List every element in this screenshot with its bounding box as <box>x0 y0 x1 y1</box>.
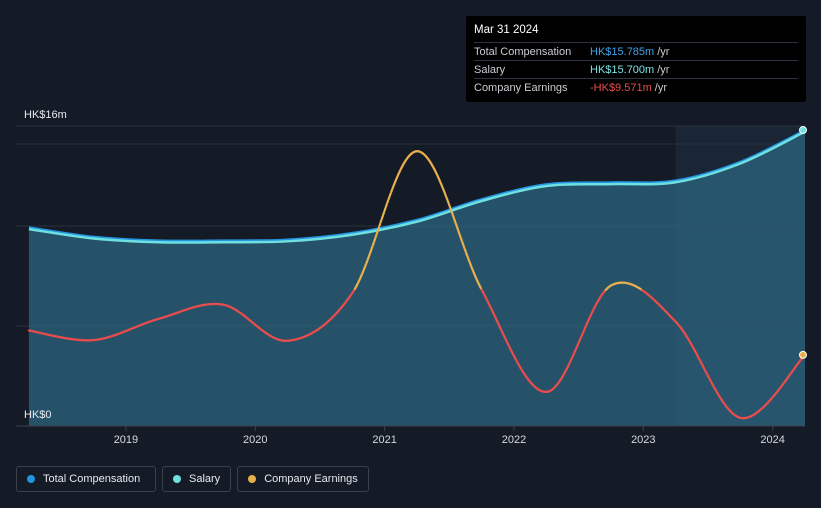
tooltip-unit: /yr <box>657 45 670 58</box>
salary-line[interactable] <box>28 130 806 244</box>
tooltip-value: HK$15.785m <box>590 45 655 58</box>
tooltip-row-salary: Salary HK$15.700m /yr <box>474 61 798 79</box>
legend: Total Compensation Salary Company Earnin… <box>16 466 369 492</box>
x-tick-label: 2024 <box>760 434 784 446</box>
tooltip-value: HK$15.700m <box>590 63 655 76</box>
tooltip-row-earnings: Company Earnings -HK$9.571m /yr <box>474 79 798 96</box>
legend-salary[interactable]: Salary <box>162 466 232 492</box>
tooltip-date: Mar 31 2024 <box>474 24 798 43</box>
legend-dot-icon <box>248 475 257 483</box>
end-markers <box>799 126 807 359</box>
company-earnings-line[interactable] <box>27 150 807 420</box>
x-tick-label: 2021 <box>372 434 396 446</box>
y-label-top: HK$16m <box>24 109 67 121</box>
tooltip: Mar 31 2024 Total Compensation HK$15.785… <box>466 16 806 102</box>
legend-company-earnings[interactable]: Company Earnings <box>237 466 369 492</box>
earnings-end-marker <box>799 350 807 359</box>
legend-dot-icon <box>27 475 35 483</box>
tooltip-label: Company Earnings <box>474 81 568 94</box>
x-tick-label: 2023 <box>631 434 655 446</box>
legend-label: Salary <box>189 473 221 485</box>
total-compensation-line[interactable] <box>28 129 806 242</box>
total-compensation-area <box>28 130 805 426</box>
legend-dot-icon <box>173 475 181 483</box>
salary-end-marker <box>799 126 807 135</box>
legend-total-compensation[interactable]: Total Compensation <box>16 466 156 492</box>
y-label-bottom: HK$0 <box>24 409 52 421</box>
legend-label: Total Compensation <box>43 473 141 485</box>
x-tick-label: 2020 <box>243 434 267 446</box>
tooltip-value: -HK$9.571m <box>590 81 652 94</box>
tooltip-unit: /yr <box>654 81 667 94</box>
x-tick-label: 2022 <box>502 434 526 446</box>
tooltip-label: Salary <box>474 63 506 76</box>
legend-label: Company Earnings <box>264 473 358 485</box>
tooltip-row-total: Total Compensation HK$15.785m /yr <box>474 43 798 61</box>
tooltip-unit: /yr <box>657 63 670 76</box>
x-tick-label: 2019 <box>114 434 138 446</box>
tooltip-label: Total Compensation <box>474 45 572 58</box>
x-tick-labels: 2019 2020 2021 2022 2023 2024 <box>114 426 785 446</box>
